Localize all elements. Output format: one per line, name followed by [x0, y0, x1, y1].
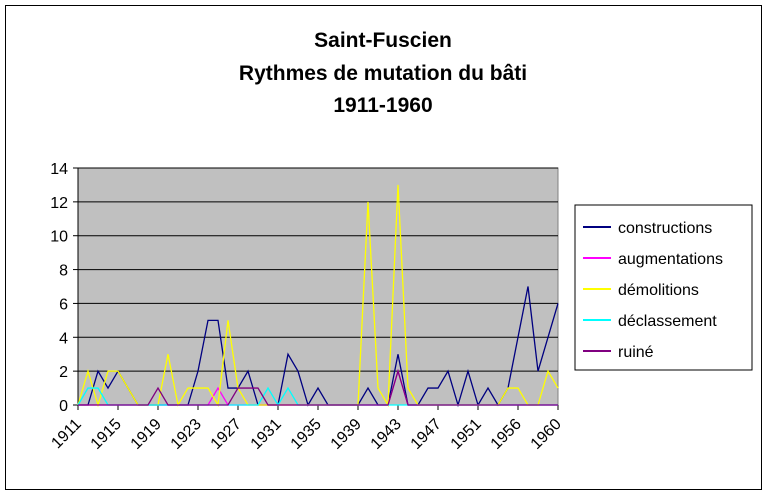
chart-title: Saint-Fuscien [314, 29, 452, 52]
y-tick-label: 4 [59, 330, 68, 347]
y-tick-label: 0 [59, 398, 68, 415]
series-line [78, 368, 558, 406]
legend-label: démolitions [618, 282, 699, 299]
legend-label: augmentations [618, 251, 723, 268]
y-tick-label: 8 [59, 263, 68, 280]
y-tick-label: 14 [50, 161, 68, 178]
legend-label: constructions [618, 220, 712, 237]
chart-title: 1911-1960 [333, 94, 432, 117]
plot-area [77, 167, 559, 406]
legend-label: ruiné [618, 344, 654, 361]
y-tick-label: 12 [50, 195, 68, 212]
y-tick-label: 10 [50, 229, 68, 246]
legend-box [574, 204, 753, 371]
legend-label: déclassement [618, 313, 717, 330]
chart-title: Rythmes de mutation du bâti [239, 62, 527, 85]
y-tick-label: 6 [59, 296, 68, 313]
y-tick-label: 2 [59, 364, 68, 381]
